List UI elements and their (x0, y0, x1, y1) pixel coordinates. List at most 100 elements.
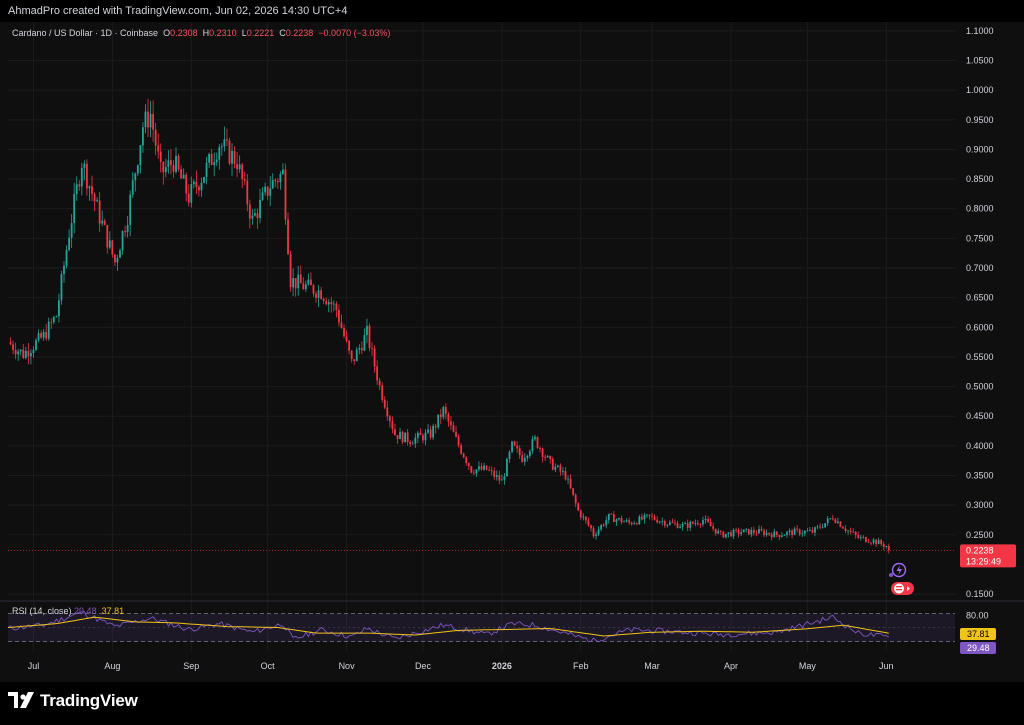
candle-body (391, 421, 394, 430)
grid (8, 22, 955, 651)
candle-body (73, 193, 76, 224)
candle-body (70, 223, 73, 238)
time-tick-label: May (799, 661, 817, 671)
price-tick-label: 1.0000 (966, 85, 994, 95)
low-value: 0.2221 (246, 28, 275, 38)
candle-body (205, 162, 208, 178)
candle-body (159, 151, 162, 162)
candle-body (388, 416, 391, 422)
candle-body (55, 316, 58, 318)
candle-body (592, 528, 595, 537)
candle-body (829, 518, 832, 520)
candle-body (315, 293, 317, 298)
price-tick-label: 0.2500 (966, 530, 994, 540)
price-tick-label: 0.3500 (966, 471, 994, 481)
price-tick-label: 0.1500 (966, 589, 994, 599)
candle-body (432, 425, 435, 438)
candle-body (831, 518, 834, 520)
candle-body (348, 340, 351, 351)
candle-body (824, 523, 827, 528)
rsi-pane (0, 600, 1024, 643)
candle-body (625, 520, 628, 522)
candle-body (287, 219, 289, 255)
candle-body (80, 167, 83, 187)
candle-body (86, 163, 88, 189)
time-tick-label: Apr (724, 661, 738, 671)
candle-body (778, 535, 781, 537)
candle-body (37, 333, 40, 341)
price-tick-label: 0.6500 (966, 293, 994, 303)
candle-body (870, 542, 872, 544)
price-tick-label: 0.4000 (966, 441, 994, 451)
candle-body (429, 429, 432, 438)
candle-body (768, 532, 771, 535)
candle-body (600, 525, 603, 530)
candle-body (719, 530, 722, 532)
change-value: −0.0070 (−3.03%) (318, 28, 391, 38)
candle-body (325, 300, 328, 305)
candle-body (63, 265, 65, 275)
candle-body (801, 533, 804, 535)
candle-body (297, 274, 300, 289)
candle-body (164, 167, 167, 173)
time-tick-label: Nov (339, 661, 356, 671)
candle-body (261, 192, 264, 200)
candle-body (556, 465, 559, 467)
candle-body (786, 531, 788, 535)
candle-body (142, 127, 144, 146)
candle-body (121, 231, 124, 251)
tradingview-logo: TradingView (8, 691, 138, 711)
candle-body (495, 475, 498, 477)
candle-body (513, 441, 516, 446)
candle-body (187, 193, 190, 203)
high-value: 0.2310 (209, 28, 237, 38)
low-label: L (241, 28, 247, 38)
candle-body (760, 528, 763, 531)
candle-body (516, 445, 519, 449)
candle-body (320, 290, 323, 299)
candle-body (182, 174, 185, 179)
candle-body (210, 153, 213, 165)
candle-body (27, 350, 30, 357)
alert-icon[interactable] (889, 562, 907, 578)
candle-body (170, 160, 172, 165)
candle-body (266, 186, 269, 196)
candle-body (740, 532, 743, 534)
candle-body (867, 541, 870, 543)
price-tick-label: 0.9500 (966, 115, 994, 125)
high-label: H (202, 28, 210, 38)
chart-frame[interactable] (0, 22, 1024, 682)
candle-body (661, 521, 664, 522)
time-tick-label: Sep (183, 661, 199, 671)
symbol-title[interactable]: Cardano / US Dollar · 1D · Coinbase (12, 28, 159, 38)
candle-body (124, 231, 127, 233)
candle-body (735, 529, 737, 531)
candle-body (236, 164, 239, 170)
candle-body (493, 470, 496, 477)
flag-icon[interactable] (891, 582, 914, 595)
candle-body (826, 518, 829, 524)
candle-body (758, 528, 760, 534)
rsi-band-fill (8, 613, 955, 642)
candle-body (455, 431, 457, 437)
candle-body (791, 530, 793, 535)
candle-body (411, 443, 414, 445)
rsi-legend[interactable]: RSI (14, close) 29.48 37.81 (12, 606, 124, 616)
candle-body (554, 466, 557, 470)
candle-body (750, 529, 753, 535)
candle-body (712, 526, 715, 529)
candle-body (108, 240, 111, 248)
candle-body (144, 111, 147, 128)
candle-body (498, 475, 501, 481)
rsi-label: RSI (14, close) (12, 606, 72, 616)
candle-body (819, 526, 821, 528)
candle-body (717, 530, 720, 534)
price-tick-label: 1.1000 (966, 26, 994, 36)
candle-body (732, 529, 735, 537)
candle-body (569, 478, 572, 489)
candle-body (19, 349, 22, 352)
candle-body (274, 180, 277, 182)
candle-body (679, 526, 681, 528)
